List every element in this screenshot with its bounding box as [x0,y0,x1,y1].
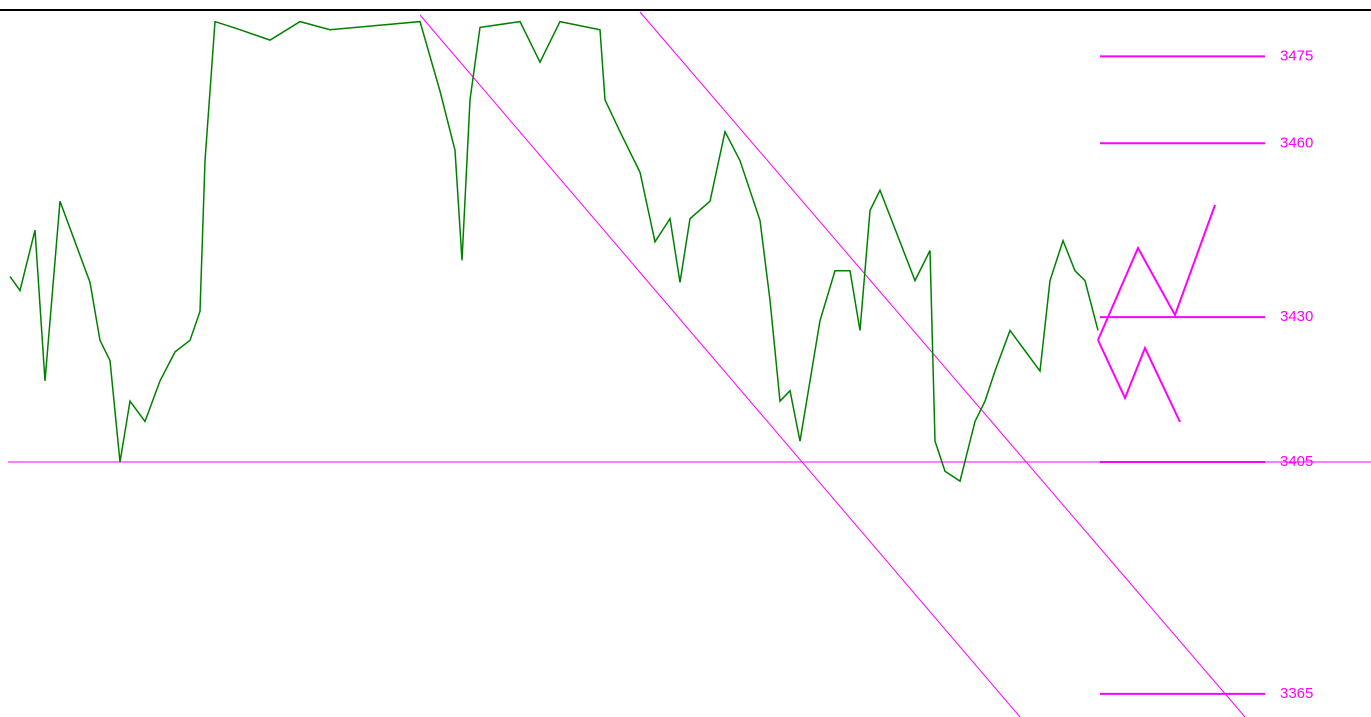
channel-line [419,14,1021,717]
projection [1097,339,1181,423]
channel-line [639,11,1246,717]
level-label: 3460 [1280,134,1313,151]
level-label: 3430 [1280,308,1313,325]
projection [1097,204,1216,341]
price-line [9,20,1099,483]
level-label: 3405 [1280,453,1313,470]
level-label: 3475 [1280,47,1313,64]
drawings [419,11,1246,717]
level-label: 3365 [1280,685,1313,702]
